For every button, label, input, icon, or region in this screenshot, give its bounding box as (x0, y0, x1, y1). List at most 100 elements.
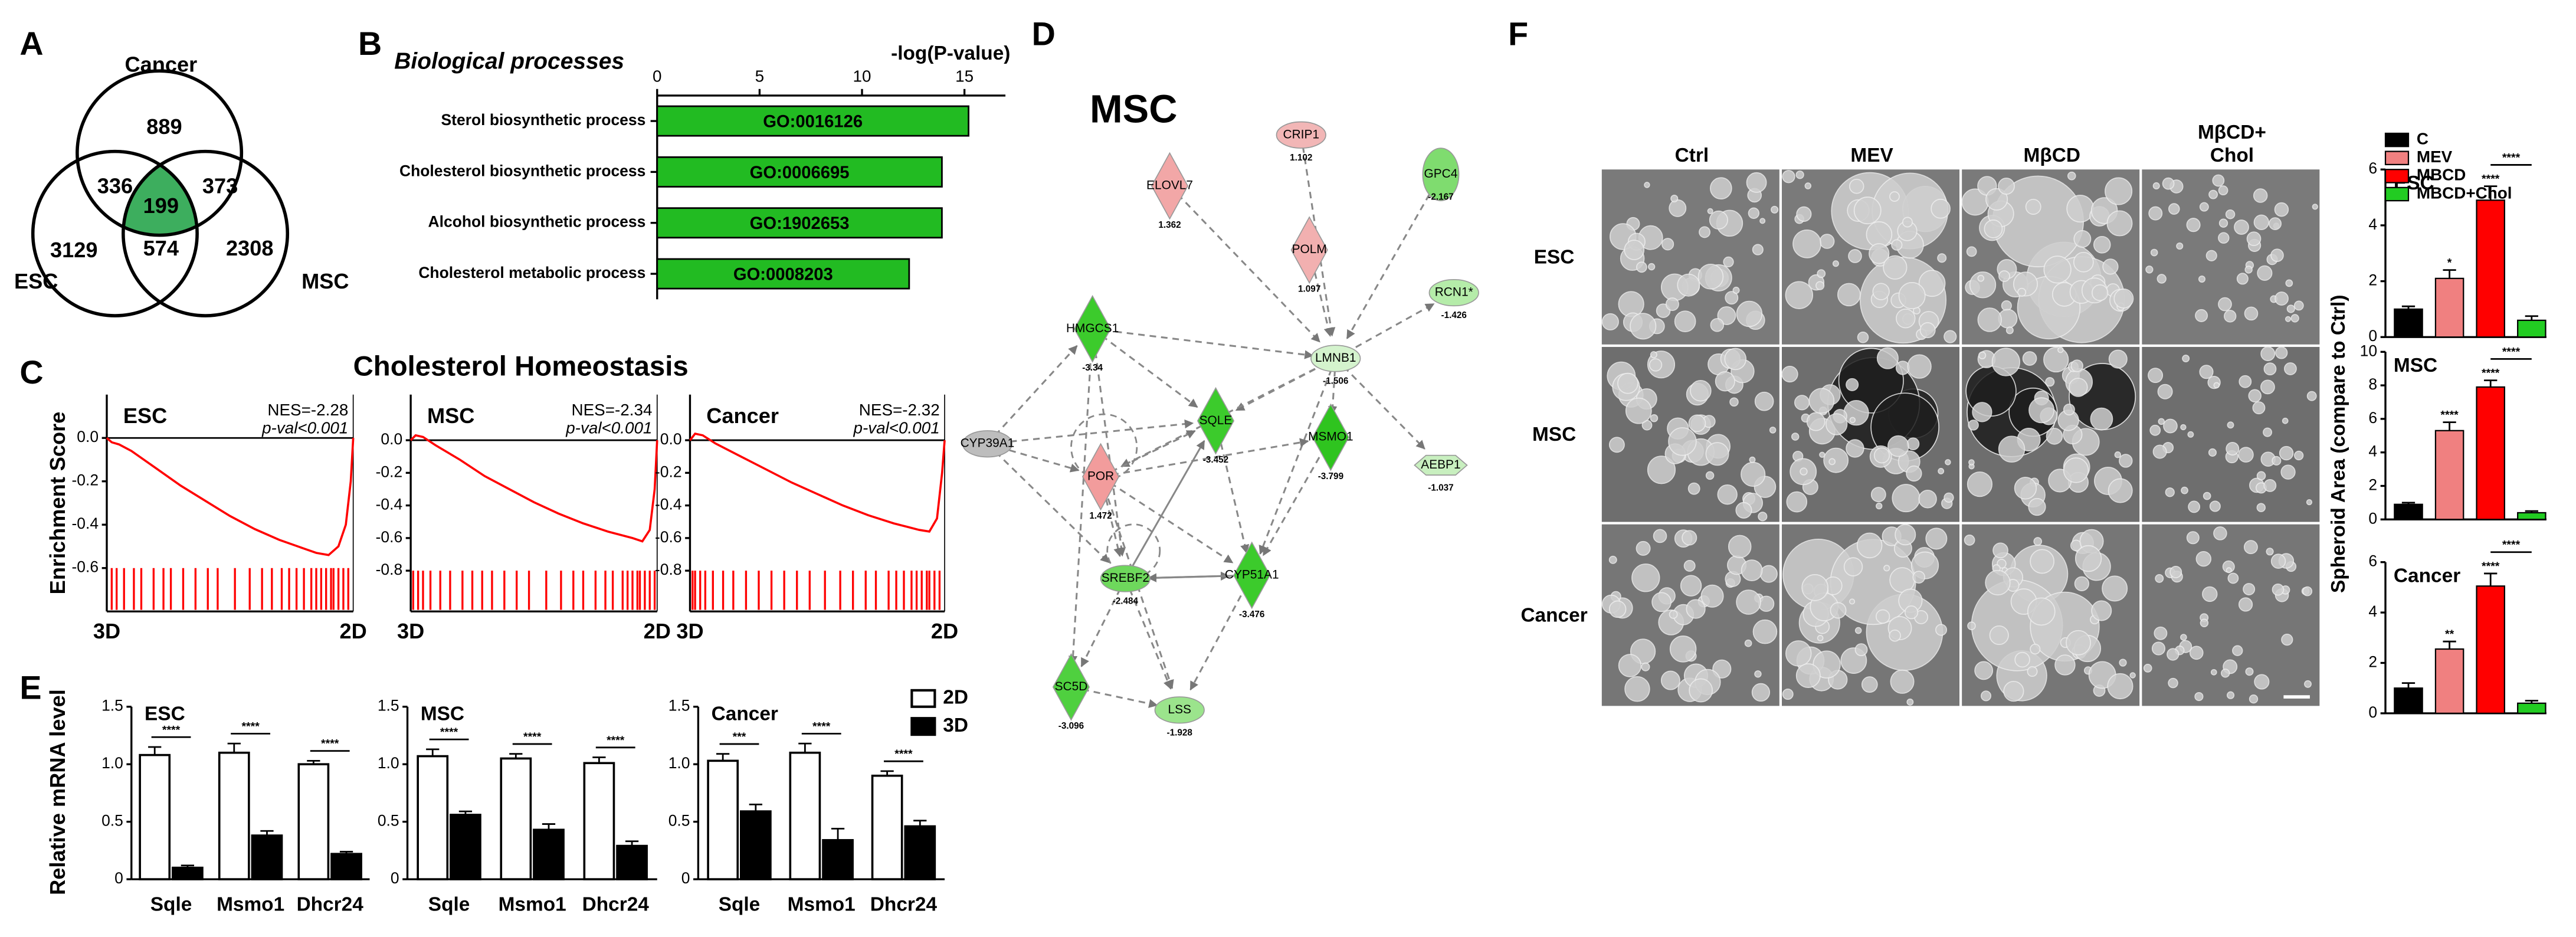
cell-cluster (1625, 397, 1652, 424)
network-node (1312, 403, 1349, 471)
network-node (1290, 216, 1328, 284)
node-value: 1.097 (1298, 284, 1320, 294)
cell-cluster (2208, 448, 2217, 457)
error-bar (307, 759, 320, 765)
bar (583, 762, 615, 880)
cell-cluster (2254, 674, 2270, 690)
cell-cluster (1854, 627, 1862, 634)
cell-cluster (1977, 274, 1985, 282)
panel-letter: C (19, 354, 43, 391)
bar (2434, 430, 2464, 520)
bar (2434, 648, 2464, 714)
y-tick-label: 0 (681, 869, 690, 887)
bar-label: GO:0008203 (733, 266, 833, 284)
x-end-label: 3D (397, 619, 424, 643)
cell-cluster (2279, 445, 2294, 461)
legend-swatch (910, 689, 936, 708)
bar (789, 751, 821, 880)
cell-cluster (1754, 670, 1762, 678)
error-bar (2484, 572, 2498, 587)
cell-cluster (1925, 528, 1948, 550)
cell-cluster (2148, 206, 2163, 221)
cell-cluster (2227, 572, 2239, 584)
y-tick-label: 1.5 (668, 697, 690, 715)
cell-cluster (1883, 255, 1908, 280)
cell-cluster (1670, 194, 1679, 203)
cell-cluster (2244, 266, 2253, 274)
node-value: 1.472 (1089, 511, 1112, 521)
cell-cluster (1806, 412, 1826, 431)
x-end-label: 3D (676, 619, 703, 643)
network-node (1151, 152, 1189, 220)
cell-cluster (1823, 447, 1849, 473)
category-label: Sqle (428, 893, 470, 915)
node-value: -1.037 (1428, 483, 1453, 493)
error-bar (2525, 315, 2538, 320)
cell-cluster (2260, 346, 2276, 362)
network-title: MSC (1090, 87, 1177, 131)
error-bar (2484, 379, 2498, 387)
cell-cluster (2249, 694, 2259, 704)
venn-circle (76, 69, 244, 237)
cell-cluster (2306, 391, 2317, 401)
cell-cluster (1650, 351, 1657, 359)
cell-cluster (1705, 471, 1715, 480)
y-tick-label: 0 (2368, 327, 2377, 345)
bracket-label: **** (2502, 539, 2521, 552)
annotation: p-val<0.001 (853, 419, 939, 437)
cell-cluster (2293, 300, 2304, 311)
cell-cluster (1661, 238, 1674, 251)
chart-title: MSC (2394, 355, 2437, 376)
chart-title: Cancer (712, 703, 778, 725)
error-bar (592, 756, 606, 764)
cell-cluster (1906, 465, 1922, 482)
legend-swatch (2384, 169, 2410, 184)
cell-cluster (1748, 207, 1760, 219)
cell-cluster (1889, 629, 1901, 642)
legend-swatch (2384, 186, 2410, 202)
cell-cluster (2028, 497, 2046, 516)
bar (2476, 386, 2505, 520)
cell-cluster (2195, 309, 2208, 322)
cell-cluster (1669, 610, 1678, 619)
y-tick-label: 1.0 (378, 754, 399, 772)
y-axis-label: Spheroid Area (compare to Ctrl) (2328, 294, 2349, 593)
network-edge (1124, 578, 1172, 690)
annotation: NES=-2.32 (859, 401, 940, 419)
category-label: Dhcr24 (582, 893, 650, 915)
cell-cluster (1608, 555, 1617, 564)
significance-label: **** (440, 726, 458, 739)
cell-cluster (2232, 645, 2243, 656)
cell-cluster (1992, 542, 2008, 559)
cell-cluster (1967, 471, 1993, 497)
cell-cluster (2014, 477, 2037, 500)
bar (139, 753, 171, 880)
y-tick-label: -0.8 (655, 561, 682, 578)
cell-cluster (1819, 234, 1835, 249)
y-tick-label: 1.5 (378, 697, 399, 715)
significance-label: * (2447, 257, 2452, 270)
cell-cluster (1972, 402, 1992, 422)
cell-cluster (1735, 502, 1752, 519)
network-edge (1258, 358, 1337, 555)
cell-cluster (1896, 308, 1916, 329)
cell-cluster (1873, 447, 1890, 464)
cell-cluster (1887, 435, 1909, 457)
cell-cluster (1769, 427, 1777, 434)
cell-cluster (1912, 571, 1926, 584)
cell-cluster (1989, 625, 2009, 646)
significance-label: **** (523, 730, 542, 743)
cell-cluster (2030, 549, 2055, 574)
y-tick-label: 0 (2368, 703, 2377, 721)
y-tick-label: 0.0 (77, 428, 99, 445)
cell-cluster (2194, 692, 2204, 702)
y-tick-label: 6 (2368, 552, 2377, 570)
node-value: -1.506 (1323, 376, 1348, 386)
node-label: SREBF2 (1102, 571, 1149, 585)
cell-cluster (2033, 537, 2042, 546)
cell-cluster (2304, 680, 2312, 688)
y-tick-label: -0.6 (376, 528, 403, 546)
network-edge (1092, 328, 1198, 408)
error-bar (509, 753, 523, 759)
